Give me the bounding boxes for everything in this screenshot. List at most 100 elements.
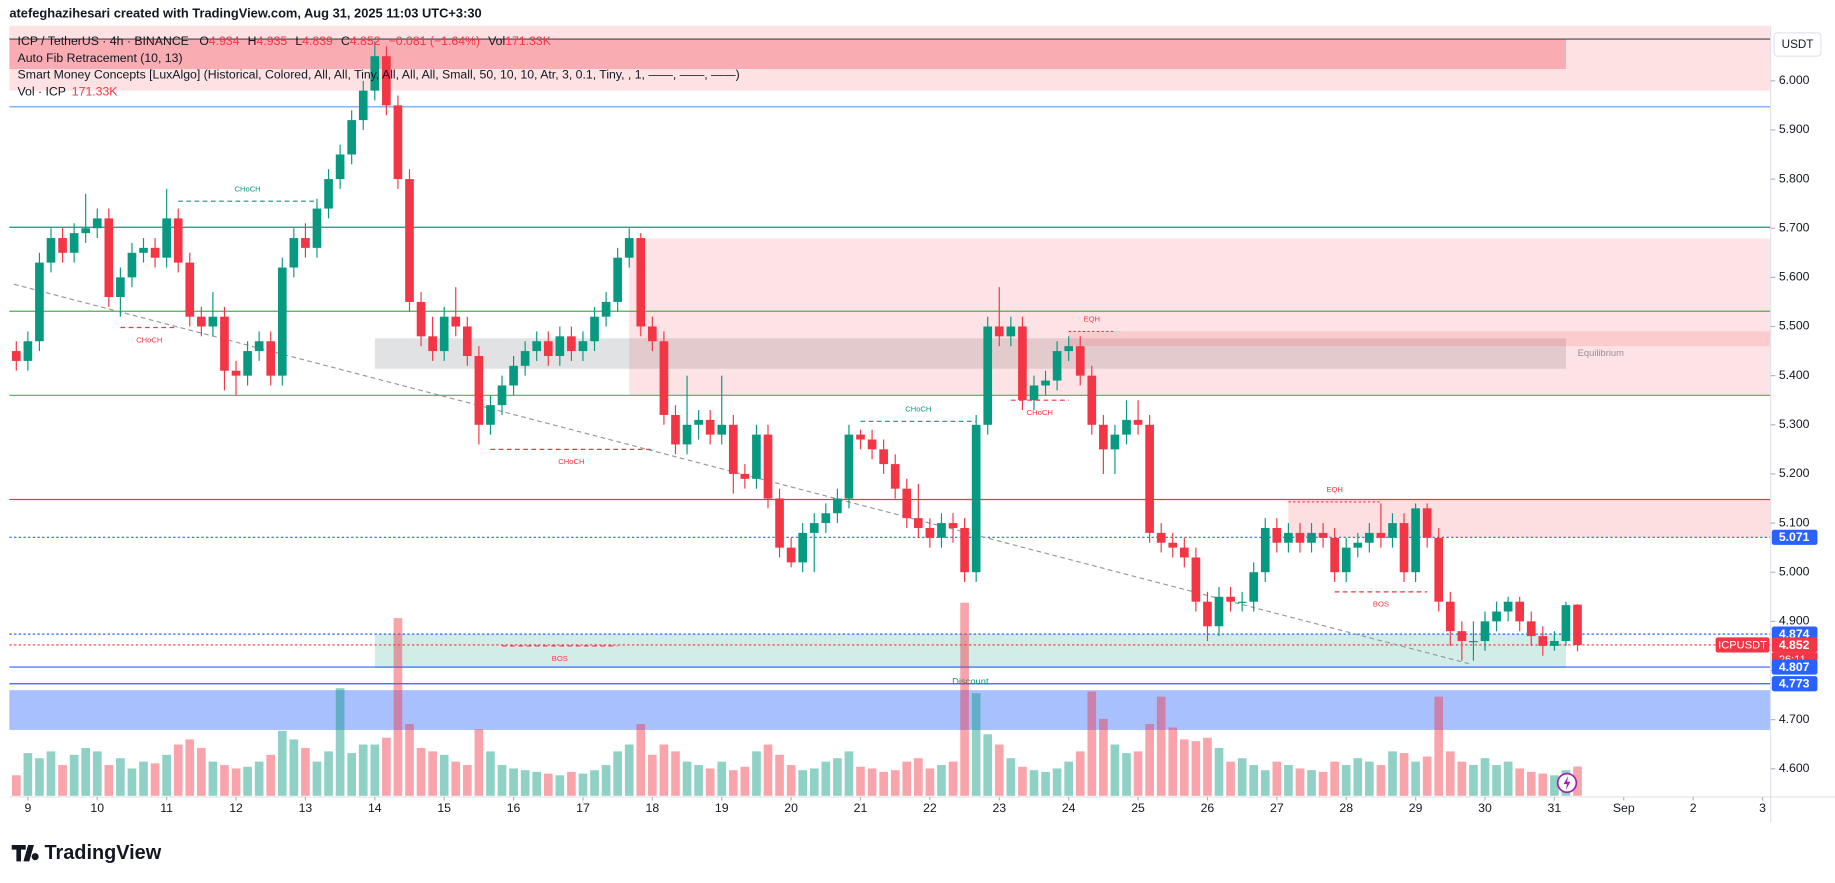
currency[interactable]: USDT <box>1782 38 1814 51</box>
y-tick-label: 5.800 <box>1779 171 1810 185</box>
volume-bar <box>1064 761 1073 796</box>
candle-body <box>1457 631 1467 642</box>
candle-body <box>1018 326 1027 401</box>
volume-bar <box>856 766 865 796</box>
volume-bar <box>439 754 449 796</box>
candle-body <box>277 267 287 376</box>
candle-body <box>1214 596 1224 627</box>
volume-bar <box>1376 765 1386 796</box>
y-tick-label: 4.700 <box>1779 712 1810 726</box>
volume-bar <box>1480 758 1490 796</box>
volume-bar <box>277 730 287 796</box>
candle-body <box>555 336 565 356</box>
candle-body <box>1156 532 1166 543</box>
candle-body <box>1029 385 1039 401</box>
volume-bar <box>197 747 206 796</box>
y-tick-label: 6.000 <box>1779 73 1810 87</box>
zone <box>9 25 1771 91</box>
candle-body <box>1550 641 1559 646</box>
legend-letter: H <box>248 34 257 48</box>
volume-bar <box>370 744 380 796</box>
volume-bar <box>150 763 160 796</box>
candle-body <box>775 498 784 548</box>
volume-bar <box>1307 770 1316 796</box>
legend-vol-value: 171.33K <box>505 34 552 48</box>
candle-body <box>1445 601 1455 632</box>
volume-bar <box>567 771 576 796</box>
candle-body <box>613 257 622 302</box>
x-tick-label: 11 <box>160 801 173 815</box>
x-tick-label: 26 <box>1201 801 1215 815</box>
candle-body <box>532 341 542 352</box>
volume-bar <box>1411 761 1420 796</box>
x-tick-label: 14 <box>368 801 382 815</box>
candle-body <box>1006 326 1016 337</box>
candle-body <box>497 385 507 406</box>
candle-body <box>1249 572 1259 602</box>
candle-body <box>948 523 958 528</box>
x-tick-label: 27 <box>1270 801 1284 815</box>
volume-bar <box>382 737 391 796</box>
structure-label: CHoCH <box>558 457 584 466</box>
volume-bar <box>532 771 542 796</box>
candle-body <box>763 434 773 499</box>
candle-body <box>11 351 21 361</box>
candle-body <box>197 316 206 327</box>
candle-body <box>1399 523 1409 573</box>
candle-body <box>1353 542 1363 548</box>
x-tick-label: 20 <box>784 801 798 815</box>
legend-value: 4.839 <box>302 34 333 48</box>
volume-bar <box>728 770 738 796</box>
volume-bar <box>1284 765 1293 796</box>
x-tick-label: 29 <box>1409 801 1423 815</box>
volume-bar <box>775 754 784 796</box>
candle-body <box>983 326 993 425</box>
volume-bar <box>844 751 854 796</box>
volume-bar <box>613 751 622 796</box>
candle-body <box>937 523 946 538</box>
volume-title: Vol · ICP <box>18 85 66 99</box>
volume-bar <box>914 758 923 796</box>
candle-body <box>486 405 495 425</box>
candle-body <box>1133 419 1143 425</box>
candle-body <box>567 336 576 352</box>
volume-bar <box>474 729 484 796</box>
price-tag-label: 4.773 <box>1779 677 1810 691</box>
logo-icon <box>11 844 39 862</box>
legend-letter: L <box>295 34 302 48</box>
candle-body <box>960 527 969 573</box>
volume-bar <box>1145 724 1154 796</box>
volume-bar <box>636 724 646 796</box>
candle-body <box>1388 523 1397 538</box>
candle-body <box>1307 532 1316 543</box>
x-tick-label: 17 <box>576 801 590 815</box>
candle-body <box>509 365 518 386</box>
volume-bar <box>879 771 888 796</box>
candle-body <box>717 424 727 435</box>
volume-legend: Vol · ICP 171.33K <box>18 85 119 99</box>
candle-body <box>1087 375 1097 425</box>
volume-bar <box>1122 753 1131 796</box>
symbol-tag-label: ICPUSDT <box>1718 639 1767 651</box>
currency-box[interactable] <box>1773 32 1822 57</box>
volume-bar <box>960 602 969 796</box>
volume-bar <box>833 758 842 796</box>
volume-bar <box>243 766 252 796</box>
volume-bar <box>335 688 345 796</box>
zone <box>629 238 1771 396</box>
volume-bar <box>116 758 125 796</box>
candle-body <box>728 424 738 474</box>
candle-body <box>844 434 854 499</box>
candle-body <box>1492 611 1501 622</box>
zone <box>9 690 1771 730</box>
volume-bar <box>1226 761 1235 796</box>
volume-bar <box>162 754 171 796</box>
candle-body <box>1503 601 1513 612</box>
zone <box>9 39 1566 70</box>
volume-bar <box>1099 718 1108 796</box>
volume-bar <box>208 761 218 796</box>
candle-body <box>58 238 67 253</box>
volume-bar <box>69 754 79 796</box>
candle-body <box>23 341 33 361</box>
